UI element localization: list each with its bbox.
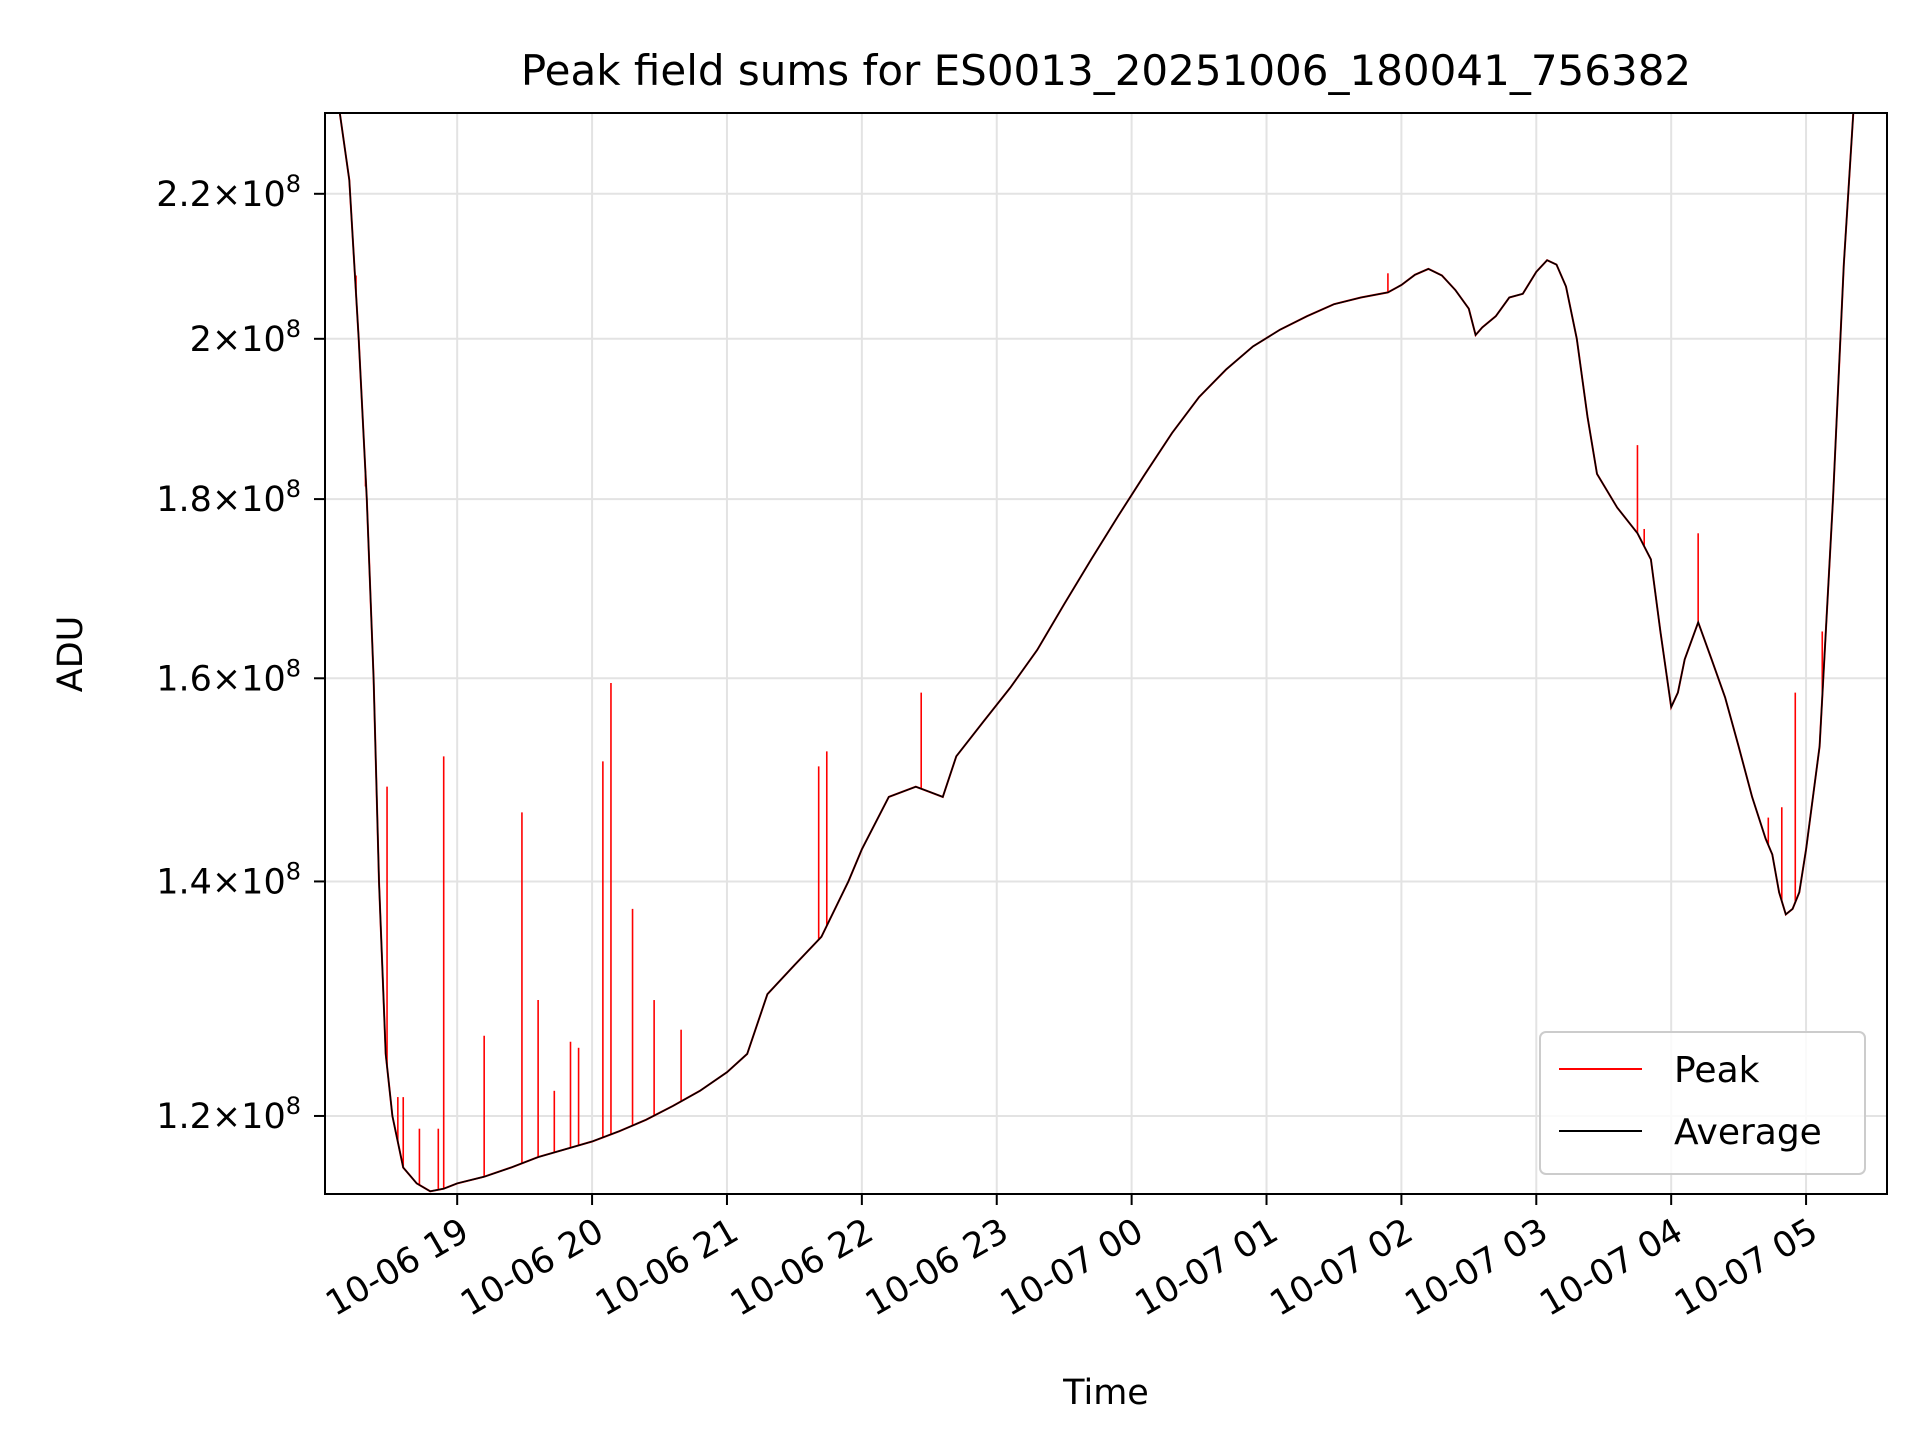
y-tick-label: 1.2×108 <box>156 1092 301 1137</box>
x-tick-label: 10-07 03 <box>1399 1211 1555 1324</box>
x-tick-label: 10-06 22 <box>724 1211 880 1324</box>
chart-title: Peak field sums for ES0013_20251006_1800… <box>521 46 1691 95</box>
x-tick-label: 10-06 21 <box>589 1211 745 1324</box>
x-axis-label: Time <box>1062 1373 1149 1413</box>
y-tick-label: 2.2×108 <box>156 170 301 215</box>
x-tick-label: 10-06 19 <box>319 1211 475 1324</box>
x-tick-label: 10-07 05 <box>1668 1211 1824 1324</box>
x-tick-label: 10-07 02 <box>1264 1211 1420 1324</box>
average-series-line <box>339 113 1855 1193</box>
y-axis-ticks: 1.2×108 1.4×108 1.6×108 1.8×108 2×108 2.2×108 <box>156 170 325 1137</box>
plot-frame <box>324 112 1888 1195</box>
y-tick-label: 1.4×108 <box>156 857 301 902</box>
x-tick-label: 10-07 04 <box>1533 1211 1689 1324</box>
legend: Peak Average <box>1539 1031 1866 1175</box>
y-tick-label: 1.6×108 <box>156 654 301 699</box>
legend-average-label: Average <box>1674 1112 1822 1153</box>
y-tick-label: 2×108 <box>190 315 301 360</box>
series-layer <box>338 113 1855 1193</box>
legend-peak-label: Peak <box>1674 1050 1760 1091</box>
x-tick-label: 10-06 23 <box>859 1211 1015 1324</box>
x-tick-label: 10-07 01 <box>1129 1211 1285 1324</box>
x-tick-label: 10-07 00 <box>994 1211 1150 1324</box>
y-tick-label: 1.8×108 <box>156 475 301 520</box>
legend-box <box>1539 1031 1866 1175</box>
y-axis-label: ADU <box>51 616 91 693</box>
x-tick-label: 10-06 20 <box>454 1211 610 1324</box>
grid-layer <box>325 113 1887 1194</box>
peak-series-line <box>338 113 1855 1193</box>
